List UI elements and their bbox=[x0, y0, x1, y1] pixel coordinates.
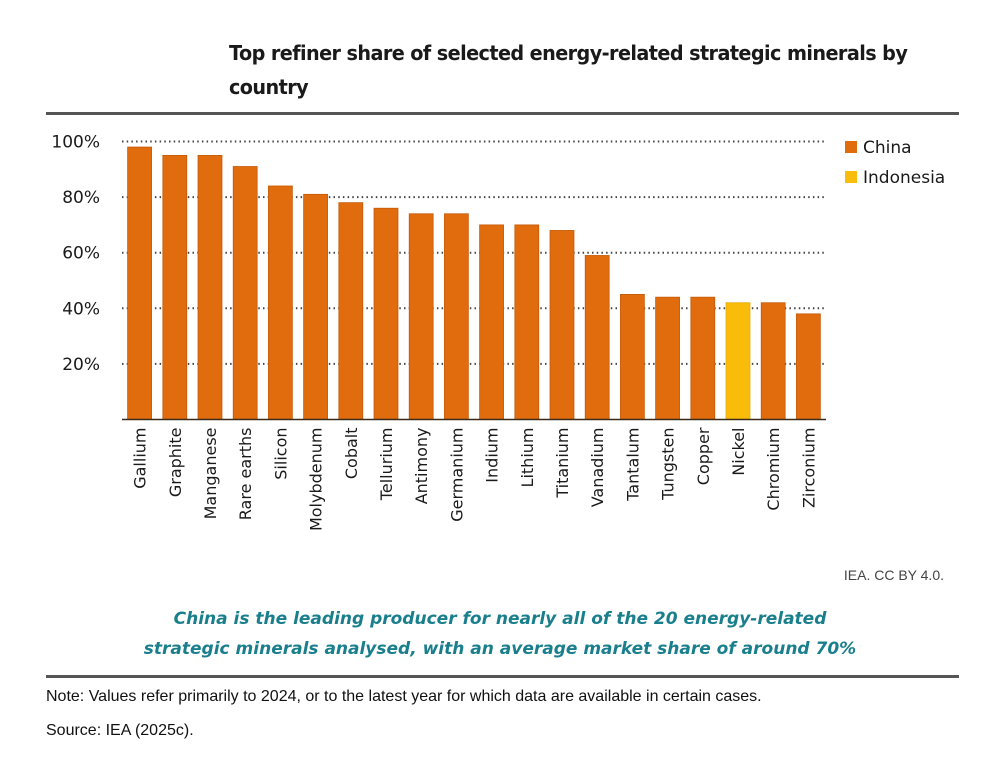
legend-label-indonesia: Indonesia bbox=[863, 168, 945, 188]
note-text: Note: Values refer primarily to 2024, or… bbox=[46, 688, 762, 705]
x-tick-label: Germanium bbox=[447, 428, 466, 522]
bar-tungsten bbox=[655, 296, 680, 420]
key-message-line-1: China is the leading producer for nearly… bbox=[173, 609, 827, 629]
bar-rare-earths bbox=[232, 166, 258, 420]
x-tick-label: Graphite bbox=[166, 428, 185, 498]
x-tick-label: Rare earths bbox=[236, 428, 255, 521]
x-tick-label: Molybdenum bbox=[307, 428, 326, 532]
bar-titanium bbox=[549, 230, 575, 420]
x-tick-label: Lithium bbox=[518, 428, 537, 488]
x-tick-label: Tantalum bbox=[623, 428, 642, 502]
legend-swatch-china bbox=[845, 141, 857, 153]
bar-nickel bbox=[725, 302, 751, 420]
bar-vanadium bbox=[584, 255, 610, 420]
legend: China Indonesia bbox=[845, 138, 945, 188]
x-tick-label: Nickel bbox=[729, 428, 748, 476]
bottom-divider bbox=[46, 675, 959, 678]
x-tick-label: Cobalt bbox=[342, 428, 361, 480]
x-tick-label: Gallium bbox=[131, 428, 150, 489]
bar-graphite bbox=[162, 155, 188, 420]
y-tick-label: 80% bbox=[62, 188, 100, 208]
bar-silicon bbox=[268, 185, 293, 420]
bar-indium bbox=[479, 224, 504, 420]
bar-manganese bbox=[197, 155, 223, 420]
legend-swatch-indonesia bbox=[845, 171, 857, 183]
x-tick-label: Chromium bbox=[764, 428, 783, 511]
source-text: Source: IEA (2025c). bbox=[46, 722, 194, 739]
y-axis-ticks: 20% 40% 60% 80% 100% bbox=[51, 133, 100, 375]
x-tick-label: Silicon bbox=[271, 428, 290, 480]
x-tick-label: Tellurium bbox=[377, 428, 396, 502]
bar-copper bbox=[690, 296, 716, 420]
x-tick-label: Zirconium bbox=[799, 428, 818, 509]
chart-title: Top refiner share of selected energy-rel… bbox=[229, 41, 908, 99]
bar-molybdenum bbox=[303, 193, 328, 420]
credit-text: IEA. CC BY 4.0. bbox=[843, 567, 944, 583]
x-tick-label: Copper bbox=[694, 427, 713, 485]
y-tick-label: 20% bbox=[62, 355, 100, 375]
bars bbox=[127, 146, 821, 420]
y-tick-label: 100% bbox=[51, 133, 100, 153]
x-tick-label: Vanadium bbox=[588, 428, 607, 508]
gridlines bbox=[122, 140, 826, 365]
bar-tellurium bbox=[373, 207, 399, 420]
key-message-line-2: strategic minerals analysed, with an ave… bbox=[143, 639, 857, 659]
bar-lithium bbox=[514, 224, 540, 420]
x-tick-label: Tungsten bbox=[659, 428, 678, 501]
y-tick-label: 40% bbox=[62, 299, 100, 319]
bar-tantalum bbox=[620, 293, 645, 420]
legend-label-china: China bbox=[863, 138, 912, 158]
bar-gallium bbox=[127, 146, 152, 420]
x-tick-label: Indium bbox=[483, 428, 502, 483]
bar-cobalt bbox=[338, 202, 364, 420]
bar-chart: 20% 40% 60% 80% 100% Gallium Graphite Manganes… bbox=[51, 133, 945, 532]
x-tick-label: Manganese bbox=[201, 428, 220, 520]
x-tick-label: Antimony bbox=[412, 428, 431, 505]
top-divider bbox=[46, 112, 959, 115]
y-tick-label: 60% bbox=[62, 244, 100, 264]
key-message: China is the leading producer for nearly… bbox=[60, 604, 940, 664]
bar-chromium bbox=[760, 302, 786, 420]
bar-germanium bbox=[444, 213, 469, 420]
x-tick-label: Titanium bbox=[553, 428, 572, 499]
bar-antimony bbox=[408, 213, 434, 420]
x-axis-labels: Gallium Graphite Manganese Rare earths Silic… bbox=[131, 427, 819, 531]
bar-zirconium bbox=[796, 313, 821, 420]
